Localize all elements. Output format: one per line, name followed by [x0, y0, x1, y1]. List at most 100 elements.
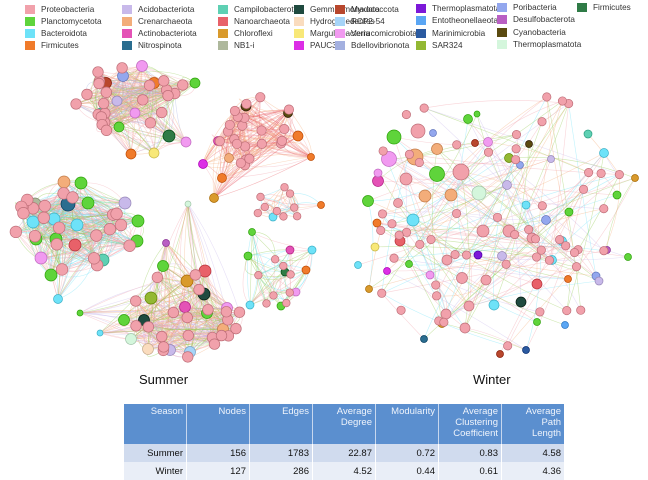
column-header: Nodes	[187, 404, 250, 444]
legend-swatch	[294, 5, 304, 14]
network-node	[58, 176, 70, 188]
legend-item: Nitrospinota	[122, 41, 182, 50]
network-node	[38, 212, 50, 224]
network-node	[388, 220, 396, 228]
network-node	[474, 111, 480, 117]
network-node	[378, 210, 386, 218]
network-node	[203, 304, 214, 315]
summer-module-1	[71, 61, 200, 160]
network-node	[230, 106, 239, 115]
network-node	[406, 261, 413, 268]
network-node	[481, 275, 491, 285]
network-node	[144, 80, 155, 91]
network-node	[77, 310, 83, 316]
network-node	[112, 96, 122, 106]
legend-swatch	[122, 17, 132, 26]
legend-item: Thermoplasmatota	[497, 40, 581, 49]
network-node	[190, 78, 200, 88]
legend-swatch	[294, 17, 304, 26]
network-node	[595, 277, 603, 285]
summer-module-4	[254, 183, 324, 221]
network-node	[395, 231, 403, 239]
network-node	[35, 252, 47, 264]
network-node	[584, 168, 592, 176]
legend-swatch	[122, 41, 132, 50]
network-node	[67, 192, 79, 204]
network-node	[415, 158, 423, 166]
network-node	[308, 246, 316, 254]
network-node	[225, 120, 234, 129]
network-node	[119, 315, 130, 326]
legend-item: Myxococcota	[335, 5, 399, 14]
network-node	[377, 226, 385, 234]
legend-swatch	[218, 41, 228, 50]
legend-swatch	[497, 15, 507, 24]
legend-item: Verrucomicrobiota	[335, 29, 417, 38]
network-node	[69, 239, 81, 251]
legend-label: NB1-i	[234, 41, 254, 50]
network-edge	[488, 101, 562, 142]
network-node	[182, 312, 193, 323]
network-node	[421, 336, 428, 343]
network-node	[29, 230, 41, 242]
legend-label: RCP2-54	[351, 17, 385, 26]
network-node	[53, 222, 65, 234]
legend-item: NB1-i	[218, 41, 254, 50]
legend-swatch	[497, 40, 507, 49]
network-node	[183, 330, 194, 341]
network-node	[579, 185, 587, 193]
network-node	[210, 194, 219, 203]
legend-item: Crenarchaeota	[122, 17, 192, 26]
network-node	[538, 202, 546, 210]
network-node	[138, 95, 149, 106]
network-node	[284, 105, 293, 114]
network-node	[273, 207, 281, 215]
network-node	[526, 141, 533, 148]
network-node	[82, 197, 94, 209]
network-node	[373, 219, 381, 227]
network-node	[182, 352, 193, 363]
network-node	[181, 137, 191, 147]
network-node	[98, 98, 109, 109]
network-node	[318, 202, 325, 209]
network-node	[218, 174, 227, 183]
network-node	[126, 149, 136, 159]
network-node	[561, 242, 569, 250]
network-node	[565, 276, 572, 283]
network-node	[600, 247, 608, 255]
network-node	[442, 255, 452, 265]
legend-label: Proteobacteria	[41, 5, 94, 14]
legend-label: Thermoplasmatota	[513, 40, 581, 49]
network-node	[522, 201, 530, 209]
column-header-line: Average	[316, 406, 372, 417]
network-node	[91, 230, 103, 242]
network-node	[477, 225, 489, 237]
network-node	[254, 209, 262, 217]
network-node	[615, 170, 623, 178]
network-node	[18, 207, 30, 219]
network-node	[143, 322, 154, 333]
network-node	[180, 302, 191, 313]
network-node	[149, 148, 159, 158]
network-node	[27, 216, 39, 228]
network-edge	[250, 232, 252, 305]
legend-label: SAR324	[432, 41, 463, 50]
legend-swatch	[335, 5, 345, 14]
network-node	[293, 212, 301, 220]
network-node	[464, 115, 473, 124]
legend-item: SAR324	[416, 41, 463, 50]
network-node	[484, 138, 493, 147]
legend-item: Firmicutes	[577, 3, 631, 12]
legend-swatch	[25, 29, 35, 38]
legend-label: Acidobacteriota	[138, 5, 194, 14]
network-node	[632, 175, 639, 182]
network-node	[257, 126, 266, 135]
legend-swatch	[416, 4, 426, 13]
network-node	[101, 87, 112, 98]
network-node	[416, 240, 424, 248]
legend-item: Firmicutes	[25, 41, 79, 50]
legend-item: Desulfobacterota	[497, 15, 575, 24]
legend-label: Nanoarchaeota	[234, 17, 290, 26]
